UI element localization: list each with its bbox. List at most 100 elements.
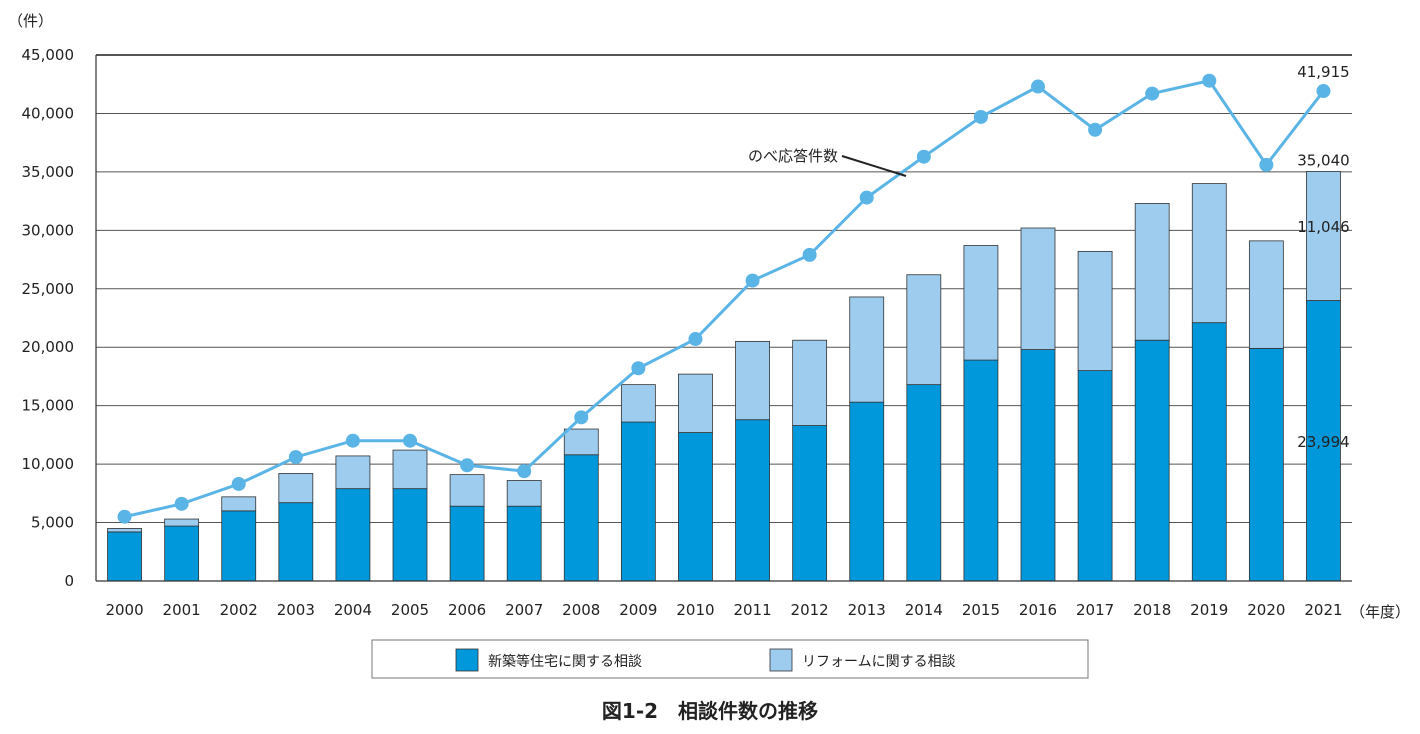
bar-reform <box>335 455 371 490</box>
total-line-point <box>574 410 589 425</box>
x-tick-label: 2007 <box>505 601 543 619</box>
bar-reform <box>620 384 656 423</box>
bar-reform <box>678 373 713 433</box>
bar-new-housing <box>792 425 828 582</box>
bar-reform <box>849 296 885 403</box>
x-tick-label: 2021 <box>1304 601 1342 619</box>
x-tick-label: 2005 <box>391 601 429 619</box>
bars <box>107 171 1341 582</box>
legend-swatch-new-housing <box>455 648 479 672</box>
bar-reform <box>1191 183 1227 324</box>
bar-reform <box>1077 250 1113 372</box>
bar-reform <box>906 274 942 386</box>
bar-new-housing <box>506 505 542 582</box>
bar-reform <box>792 339 828 426</box>
bar-reform <box>1020 227 1056 350</box>
axes: 0 5,000 10,000 15,000 20,000 25,000 30,000 35,0… <box>22 46 1352 619</box>
total-line-point <box>916 149 931 164</box>
total-line-point <box>688 332 703 347</box>
x-tick-label: 2006 <box>448 601 486 619</box>
total-line-point <box>1259 157 1274 172</box>
total-line-point <box>117 509 132 524</box>
total-line-point <box>403 433 417 448</box>
bar-new-housing <box>107 531 142 582</box>
bar-reform <box>392 449 428 490</box>
bar-new-housing <box>449 505 485 582</box>
y-tick-label: 25,000 <box>22 280 75 298</box>
bar-new-housing <box>1077 370 1113 582</box>
legend-box <box>371 639 1089 679</box>
y-tick-label: 0 <box>64 572 74 590</box>
total-line-point <box>174 496 189 511</box>
bar-new-housing <box>678 432 713 582</box>
line-callout-leader <box>841 155 907 177</box>
bar-new-housing <box>392 488 428 582</box>
line-callout-label: のべ応答件数 <box>748 147 838 165</box>
x-tick-label: 2011 <box>733 601 771 619</box>
x-tick-label: 2008 <box>562 601 600 619</box>
y-tick-label: 35,000 <box>22 163 75 181</box>
bar-new-housing <box>906 384 942 582</box>
bar-new-housing <box>221 510 257 582</box>
y-tick-label: 20,000 <box>22 338 75 356</box>
y-tick-label: 45,000 <box>22 46 75 64</box>
x-tick-label: 2000 <box>105 601 143 619</box>
bar-new-housing <box>1134 339 1170 582</box>
data-label-2021: 11,046 <box>1297 218 1350 236</box>
total-line-point <box>1316 84 1331 99</box>
legend-swatch-reform <box>769 648 793 672</box>
x-tick-label: 2002 <box>220 601 258 619</box>
x-tick-label: 2016 <box>1019 601 1057 619</box>
total-line-point <box>1202 73 1217 88</box>
y-tick-label: 5,000 <box>31 514 74 532</box>
bar-reform <box>164 518 200 527</box>
x-tick-label: 2019 <box>1190 601 1228 619</box>
bar-reform <box>107 528 142 533</box>
legend-label-new-housing: 新築等住宅に関する相談 <box>488 653 642 670</box>
total-line-point <box>460 458 475 473</box>
bar-reform <box>735 340 770 421</box>
data-label-2021: 41,915 <box>1297 63 1350 81</box>
bar-reform <box>1248 240 1284 349</box>
bar-reform <box>278 473 314 504</box>
bar-reform <box>221 496 257 512</box>
x-tick-label: 2020 <box>1247 601 1285 619</box>
bar-reform <box>563 428 599 456</box>
total-line-point <box>288 450 303 465</box>
data-label-2021: 35,040 <box>1297 151 1350 169</box>
bar-reform <box>1134 203 1170 341</box>
total-line-point <box>859 190 874 205</box>
x-tick-label: 2015 <box>962 601 1000 619</box>
total-line-point <box>1145 86 1160 101</box>
x-tick-label: 2010 <box>676 601 714 619</box>
bar-new-housing <box>278 502 314 582</box>
y-unit-label: （件） <box>8 12 53 30</box>
total-line-point <box>973 109 988 124</box>
x-tick-label: 2017 <box>1076 601 1114 619</box>
bar-new-housing <box>164 525 200 582</box>
chart-title: 図1-2 相談件数の推移 <box>602 699 818 723</box>
total-line-point <box>631 361 646 376</box>
x-tick-label: 2009 <box>619 601 657 619</box>
total-line-point <box>517 464 532 479</box>
bar-new-housing <box>1020 349 1056 582</box>
x-tick-label: 2001 <box>163 601 201 619</box>
bar-new-housing <box>335 488 371 582</box>
data-label-2021: 23,994 <box>1297 433 1350 451</box>
bar-new-housing <box>620 421 656 582</box>
y-tick-label: 15,000 <box>22 397 75 415</box>
bar-new-housing <box>1191 322 1227 582</box>
total-line <box>117 73 1331 524</box>
labels: 41,915 35,040 11,046 23,994 <box>1297 63 1350 451</box>
total-line-point <box>231 476 246 491</box>
x-tick-label: 2014 <box>905 601 943 619</box>
y-tick-label: 10,000 <box>22 455 75 473</box>
bar-reform <box>1306 171 1341 301</box>
x-tick-label: 2004 <box>334 601 372 619</box>
legend-label-reform: リフォームに関する相談 <box>802 654 956 670</box>
y-tick-label: 30,000 <box>22 221 75 239</box>
x-unit-label: （年度） <box>1350 603 1410 621</box>
bar-reform <box>506 480 542 507</box>
x-tick-label: 2018 <box>1133 601 1171 619</box>
